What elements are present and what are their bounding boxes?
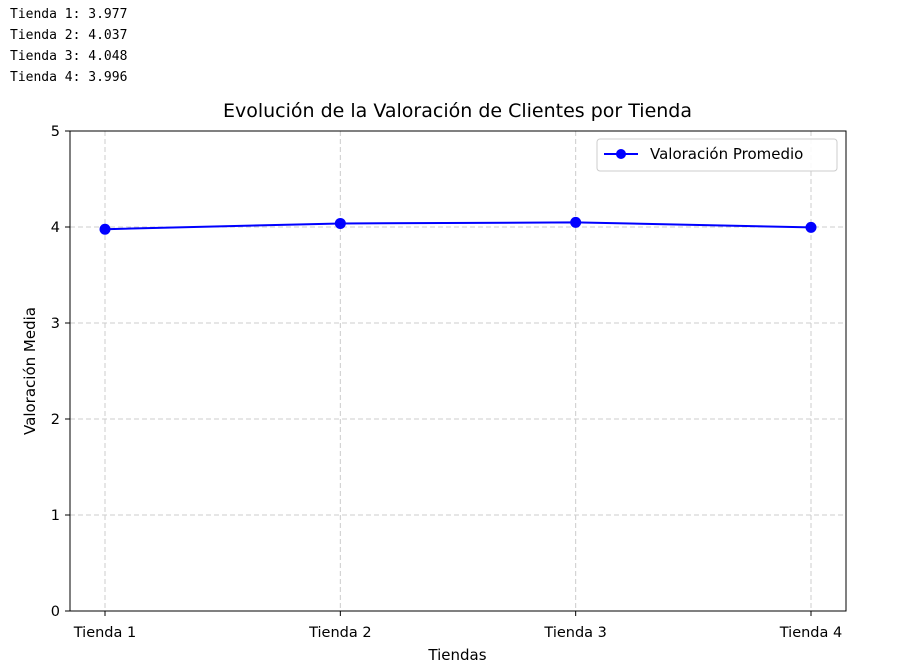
data-point bbox=[570, 216, 582, 228]
console-line: Tienda 3: 4.048 bbox=[10, 49, 128, 64]
console-output: Tienda 1: 3.977 Tienda 2: 4.037 Tienda 3… bbox=[10, 4, 127, 88]
grid bbox=[70, 131, 846, 611]
axes bbox=[69, 130, 847, 612]
console-line: Tienda 1: 3.977 bbox=[10, 7, 128, 22]
legend-label: Valoración Promedio bbox=[650, 145, 803, 163]
y-axis-label: Valoración Media bbox=[21, 307, 39, 435]
y-tick-label: 1 bbox=[51, 508, 60, 524]
ticks: Tienda 1 Tienda 2 Tienda 3 Tienda 4 0 1 2 3 4 5 bbox=[51, 124, 842, 641]
y-tick-label: 0 bbox=[51, 604, 60, 620]
data-point bbox=[334, 217, 346, 229]
y-tick-label: 4 bbox=[51, 220, 60, 236]
data-point bbox=[805, 221, 817, 233]
chart-title: Evolución de la Valoración de Clientes p… bbox=[223, 100, 692, 122]
series-layer bbox=[99, 216, 817, 235]
x-tick-label: Tienda 1 bbox=[73, 625, 136, 641]
x-tick-label: Tienda 4 bbox=[779, 625, 842, 641]
y-tick-label: 5 bbox=[51, 124, 60, 140]
plot-frame bbox=[69, 130, 847, 612]
data-point bbox=[99, 223, 111, 235]
y-tick-label: 3 bbox=[51, 316, 60, 332]
x-axis-label: Tiendas bbox=[427, 646, 486, 664]
x-tick-label: Tienda 2 bbox=[308, 625, 371, 641]
series-line bbox=[104, 221, 812, 231]
legend-box bbox=[596, 138, 838, 172]
legend: Valoración Promedio bbox=[596, 138, 838, 172]
console-line: Tienda 2: 4.037 bbox=[10, 28, 128, 43]
legend-marker-swatch bbox=[616, 149, 626, 159]
y-tick-label: 2 bbox=[51, 412, 60, 428]
console-line: Tienda 4: 3.996 bbox=[10, 70, 128, 85]
x-tick-label: Tienda 3 bbox=[543, 625, 606, 641]
